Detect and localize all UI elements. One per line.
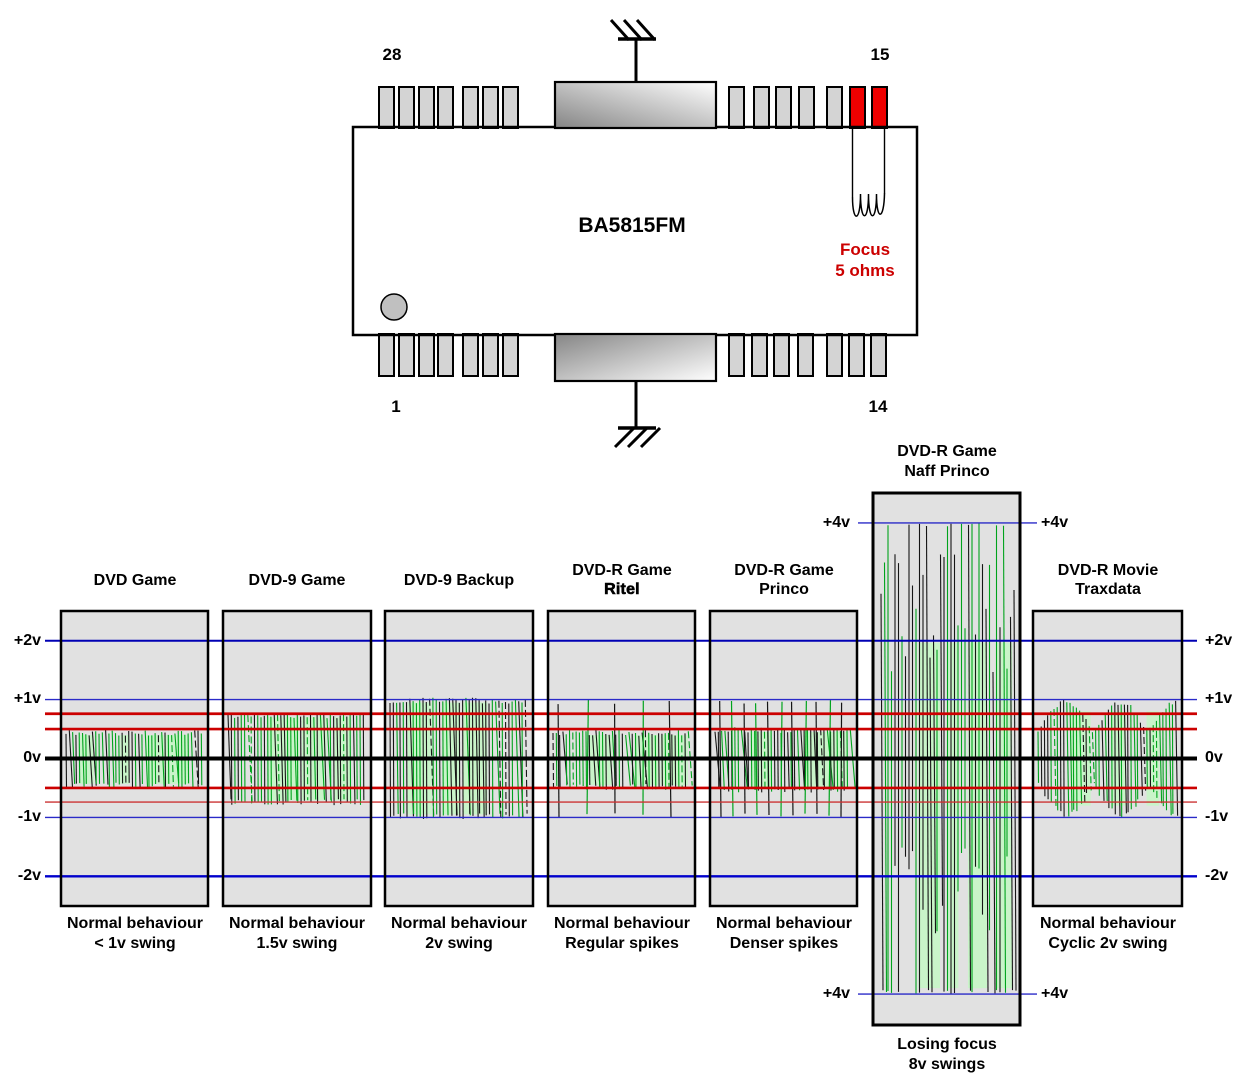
panel-title-dvd-game: DVD Game	[93, 572, 177, 589]
caption-dvd-game-line1: Normal behaviour	[66, 915, 204, 932]
axis-big-bottom-right: +4v	[1041, 985, 1069, 1002]
axis-left-plus2v: +2v	[13, 632, 41, 649]
axis-left-minus1v: -1v	[17, 808, 41, 825]
caption-princo-line2: Denser spikes	[729, 935, 839, 952]
caption-ritel-line2: Regular spikes	[565, 935, 679, 952]
axis-right-plus2v: +2v	[1205, 632, 1233, 649]
focus-label-line2: 5 ohms	[835, 261, 895, 280]
panel-title-ritel-line1: DVD-R Game	[572, 562, 672, 579]
caption-dvd-game-line2: < 1v swing	[94, 935, 176, 952]
focus-label-line1: Focus	[839, 240, 891, 259]
caption-princo-line1: Normal behaviour	[715, 915, 853, 932]
panel-title-dvd9-backup: DVD-9 Backup	[403, 572, 515, 589]
axis-left-0v: 0v	[23, 749, 41, 766]
axis-right-0v: 0v	[1205, 749, 1223, 766]
panel-title-naff-princo-line1: DVD-R Game	[897, 443, 997, 460]
panel-title-princo-line2: Princo	[759, 581, 809, 598]
axis-big-bottom-left: +4v	[822, 985, 850, 1002]
pin-label-1: 1	[391, 397, 401, 416]
caption-dvd9-game-line2: 1.5v swing	[256, 935, 338, 952]
pin-label-28: 28	[382, 45, 402, 64]
pin-label-14: 14	[868, 397, 888, 416]
chip-name: BA5815FM	[578, 214, 686, 237]
panel-title-ritel-line2: Ritel	[604, 581, 640, 599]
panel-title-traxdata-line1: DVD-R Movie	[1057, 562, 1159, 579]
axis-right-minus1v: -1v	[1205, 808, 1229, 825]
axis-left-plus1v: +1v	[13, 690, 41, 707]
caption-dvd9-game-line1: Normal behaviour	[228, 915, 366, 932]
panel-title-princo-line1: DVD-R Game	[734, 562, 834, 579]
panel-title-traxdata-line2: Traxdata	[1075, 581, 1141, 598]
caption-dvd9-backup-line1: Normal behaviour	[390, 915, 528, 932]
pin-label-15: 15	[870, 45, 890, 64]
caption-ritel-line1: Normal behaviour	[553, 915, 691, 932]
caption-naff-princo-line1: Losing focus	[897, 1036, 997, 1053]
axis-right-plus1v: +1v	[1205, 690, 1233, 707]
axis-big-top-left: +4v	[822, 514, 850, 531]
caption-naff-princo-line2: 8v swings	[908, 1056, 986, 1073]
caption-dvd9-backup-line2: 2v swing	[425, 935, 493, 952]
axis-big-top-right: +4v	[1041, 514, 1069, 531]
axis-right-minus2v: -2v	[1205, 867, 1229, 884]
panel-title-naff-princo-line2: Naff Princo	[904, 463, 990, 480]
axis-left-minus2v: -2v	[17, 867, 41, 884]
panel-title-dvd9-game: DVD-9 Game	[248, 572, 346, 589]
caption-traxdata-line2: Cyclic 2v swing	[1048, 935, 1168, 952]
caption-traxdata-line1: Normal behaviour	[1039, 915, 1177, 932]
